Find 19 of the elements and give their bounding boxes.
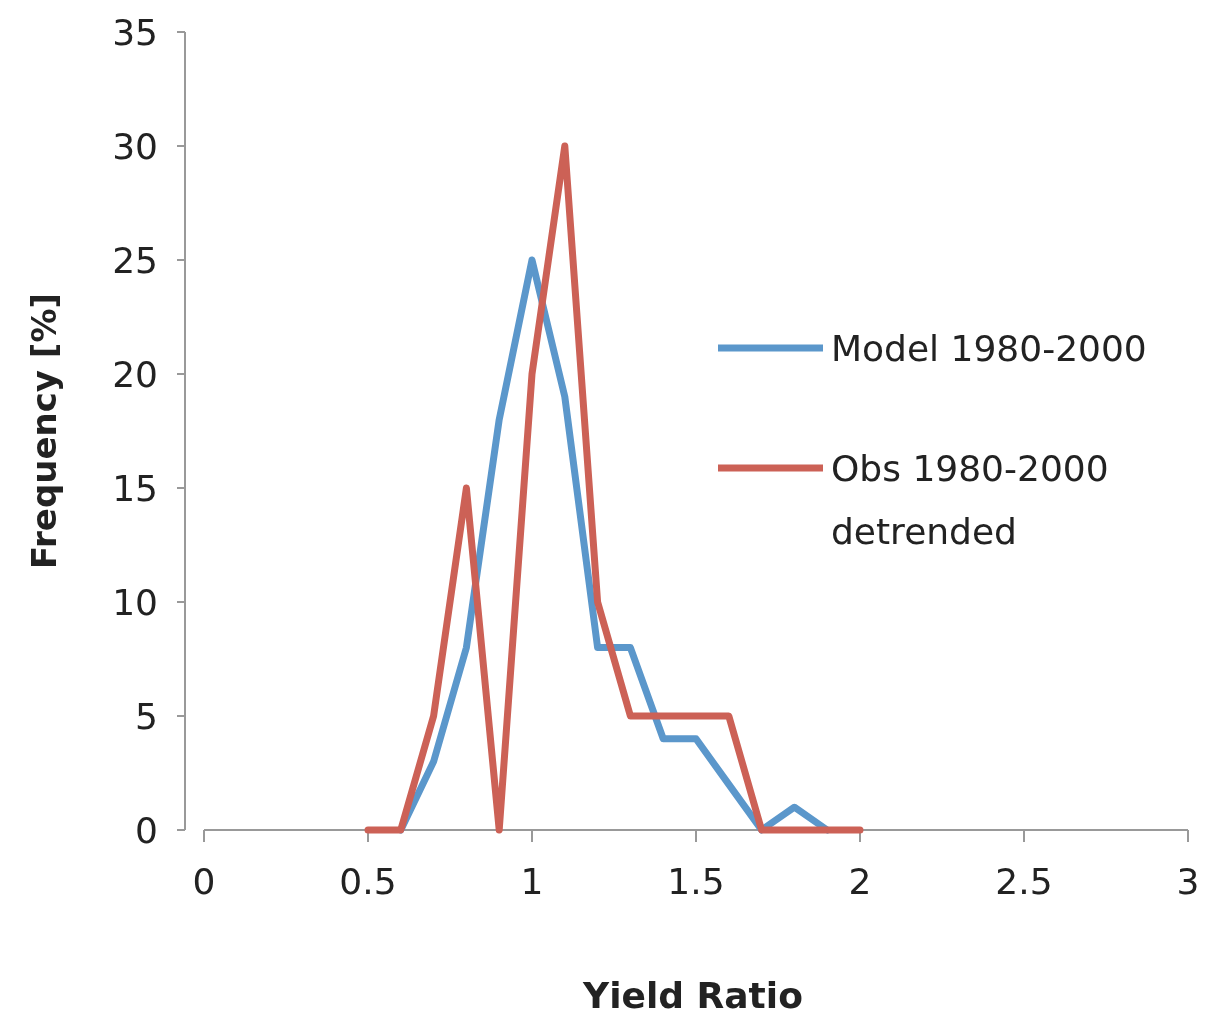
y-tick-label: 25 (112, 239, 158, 281)
x-tick-label: 3 (1176, 861, 1200, 902)
y-tick-label: 5 (135, 695, 158, 737)
legend-label: Obs 1980-2000 detrended (831, 447, 1109, 552)
y-tick-label: 30 (112, 125, 158, 167)
x-axis-title: Yield Ratio (582, 975, 803, 1016)
x-tick-label: 1.5 (667, 861, 725, 902)
x-tick-label: 0 (192, 861, 216, 902)
y-axis-title: Frequency [%] (24, 293, 64, 569)
x-tick-label: 0.5 (339, 861, 397, 902)
y-tick-label: 35 (112, 11, 158, 53)
x-tick-label: 2 (848, 861, 872, 902)
legend-label: Model 1980-2000 (831, 327, 1147, 369)
y-tick-label: 10 (112, 581, 158, 623)
x-tick-label: 2.5 (995, 861, 1053, 902)
y-tick-label: 0 (135, 809, 158, 851)
x-tick-label: 1 (520, 861, 544, 902)
y-tick-label: 20 (112, 353, 158, 395)
y-tick-label: 15 (112, 467, 158, 509)
